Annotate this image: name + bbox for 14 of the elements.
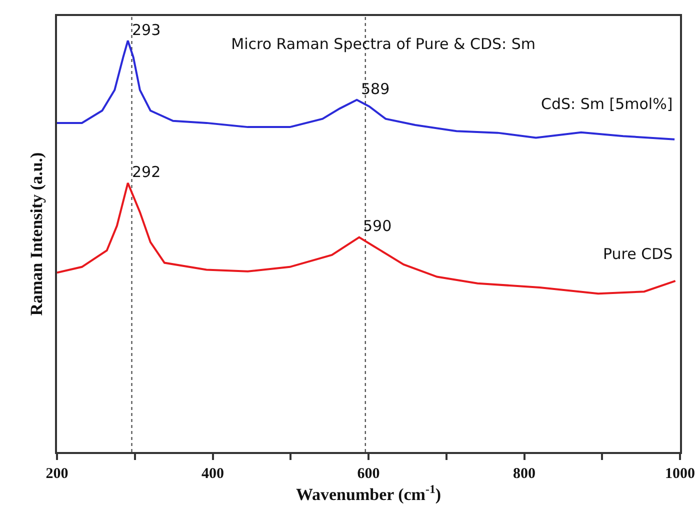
x-tick-label: 400 xyxy=(202,466,224,482)
annotation: 590 xyxy=(363,217,392,235)
x-axis-title: Wavenumber (cm$^{-1}$) xyxy=(296,482,442,504)
x-tick-label: 1000 xyxy=(665,466,695,482)
annotation: 293 xyxy=(132,21,161,39)
chart-title: Micro Raman Spectra of Pure & CDS: Sm xyxy=(231,34,536,53)
annotation: 589 xyxy=(361,80,390,98)
y-axis-title: Raman Intensity (a.u.) xyxy=(27,152,46,316)
x-tick-label: 600 xyxy=(357,466,380,482)
annotation: 292 xyxy=(132,163,161,181)
series-label: CdS: Sm [5mol%] xyxy=(541,95,673,113)
x-tick-label: 200 xyxy=(46,466,68,482)
series-label: Pure CDS xyxy=(603,245,673,263)
x-tick-label: 800 xyxy=(513,466,536,482)
